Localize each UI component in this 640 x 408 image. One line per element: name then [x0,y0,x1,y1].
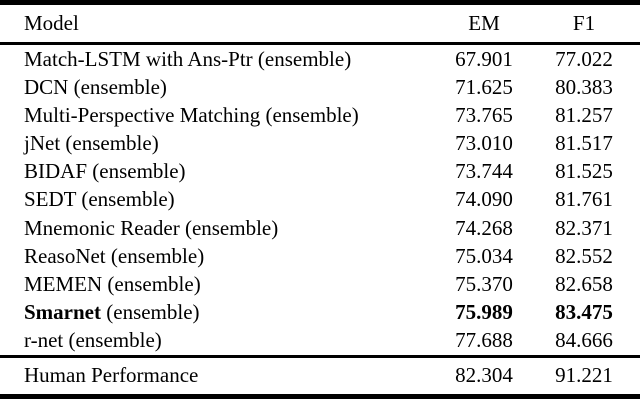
header-em: EM [468,11,500,35]
model-name-rest: (ensemble) [101,300,200,325]
f1-cell: 84.666 [555,328,613,353]
header-row: Model EM F1 [0,5,640,42]
em-cell: 73.765 [455,102,513,127]
f1-cell: 83.475 [555,300,613,325]
f1-cell: 77.022 [555,46,613,71]
em-cell: 75.989 [455,300,513,325]
f1-cell: 80.383 [555,74,613,99]
footer-em-cell: 82.304 [455,363,513,388]
model-cell: Smarnet (ensemble) [0,300,440,325]
table-body: Match-LSTM with Ans-Ptr (ensemble) 67.90… [0,45,640,355]
footer-f1-cell: 91.221 [555,363,613,388]
f1-cell: 81.761 [555,187,613,212]
model-cell: Match-LSTM with Ans-Ptr (ensemble) [24,46,352,71]
table-row: ReasoNet (ensemble) 75.034 82.552 [0,242,640,270]
em-cell: 75.370 [455,271,513,296]
em-cell: 67.901 [455,46,513,71]
top-rule [0,0,640,5]
header-model: Model [24,11,79,35]
f1-cell: 82.371 [555,215,613,240]
model-cell: MEMEN (ensemble) [24,271,201,296]
em-cell: 73.744 [455,159,513,184]
em-cell: 73.010 [455,131,513,156]
table-row: MEMEN (ensemble) 75.370 82.658 [0,270,640,298]
em-cell: 77.688 [455,328,513,353]
model-cell: jNet (ensemble) [24,131,159,156]
em-cell: 75.034 [455,243,513,268]
table-row: r-net (ensemble) 77.688 84.666 [0,327,640,355]
model-cell: r-net (ensemble) [24,328,162,353]
footer-row: Human Performance 82.304 91.221 [0,358,640,394]
f1-cell: 81.517 [555,131,613,156]
model-cell: ReasoNet (ensemble) [24,243,205,268]
table-row-smarnet: Smarnet (ensemble) 75.989 83.475 [0,299,640,327]
f1-cell: 81.257 [555,102,613,127]
table-row: jNet (ensemble) 73.010 81.517 [0,130,640,158]
model-name-bold: Smarnet [24,300,101,325]
table-row: BIDAF (ensemble) 73.744 81.525 [0,158,640,186]
footer-model-cell: Human Performance [24,363,199,388]
footer-rule [0,354,640,358]
header-f1: F1 [572,11,596,35]
model-cell: Multi-Perspective Matching (ensemble) [24,102,359,127]
model-cell: SEDT (ensemble) [24,187,175,212]
em-cell: 74.268 [455,215,513,240]
table-row: Match-LSTM with Ans-Ptr (ensemble) 67.90… [0,45,640,73]
table-row: Multi-Perspective Matching (ensemble) 73… [0,101,640,129]
model-cell: BIDAF (ensemble) [24,159,186,184]
table-row: SEDT (ensemble) 74.090 81.761 [0,186,640,214]
f1-cell: 82.552 [555,243,613,268]
table-row: Mnemonic Reader (ensemble) 74.268 82.371 [0,214,640,242]
em-cell: 71.625 [455,74,513,99]
bottom-rule [0,393,640,399]
table-row: DCN (ensemble) 71.625 80.383 [0,73,640,101]
header-rule [0,42,640,45]
model-cell: DCN (ensemble) [24,74,167,99]
f1-cell: 82.658 [555,271,613,296]
f1-cell: 81.525 [555,159,613,184]
em-cell: 74.090 [455,187,513,212]
model-cell: Mnemonic Reader (ensemble) [24,215,279,240]
